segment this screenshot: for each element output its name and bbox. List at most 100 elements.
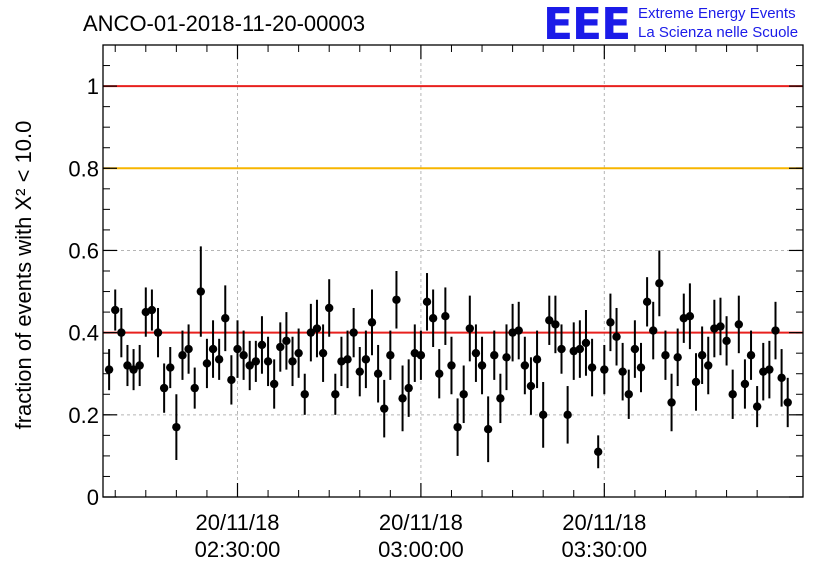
data-point	[416, 351, 426, 360]
data-point	[465, 324, 475, 333]
data-point	[117, 328, 126, 337]
data-point	[214, 355, 224, 364]
error-bars	[108, 246, 789, 469]
data-point	[190, 383, 199, 393]
chart-title: ANCO-01-2018-11-20-00003	[83, 11, 366, 36]
logo-subtitle-1: Extreme Energy Events	[638, 5, 796, 22]
y-tick-label: 1	[87, 74, 99, 99]
data-point	[184, 344, 193, 354]
data-point	[691, 377, 701, 387]
data-point	[221, 314, 230, 323]
y-tick-label: 0.6	[68, 238, 99, 263]
data-point	[239, 351, 248, 360]
y-tick-label: 0.8	[68, 156, 99, 181]
data-point	[716, 322, 725, 331]
data-point	[514, 326, 523, 335]
data-point	[288, 357, 297, 366]
data-point	[697, 351, 707, 360]
data-point	[557, 344, 566, 354]
data-point	[740, 379, 750, 389]
data-point	[447, 361, 456, 370]
grid-layer	[103, 45, 803, 497]
data-point	[233, 344, 242, 354]
axis-ticks	[103, 44, 803, 498]
data-point	[404, 383, 413, 393]
data-point	[453, 422, 462, 432]
data-point	[178, 351, 187, 360]
data-point	[428, 314, 438, 323]
data-point	[545, 316, 554, 325]
data-point	[269, 379, 279, 389]
data-point	[575, 344, 585, 354]
data-point	[661, 351, 670, 360]
data-point	[361, 355, 371, 364]
plot-frame	[102, 44, 804, 498]
data-point	[135, 361, 144, 370]
x-tick-label-date: 20/11/18	[379, 510, 463, 535]
data-point	[704, 361, 713, 370]
data-point	[123, 361, 132, 370]
data-point	[435, 369, 444, 378]
data-point	[349, 328, 358, 337]
eee-logo: EEE Extreme Energy Events La Scienza nel…	[543, 0, 833, 50]
data-point	[722, 336, 731, 346]
data-points	[104, 279, 792, 456]
data-point	[649, 326, 658, 335]
data-point	[367, 318, 377, 327]
data-point	[532, 355, 542, 364]
data-point	[373, 369, 383, 378]
data-point	[459, 390, 468, 399]
data-point	[685, 312, 695, 321]
data-point	[667, 398, 676, 407]
x-tick-label-time: 03:30:00	[561, 537, 647, 562]
data-point	[526, 381, 536, 391]
data-point	[483, 425, 493, 434]
data-point	[398, 394, 407, 403]
y-tick-label: 0	[87, 485, 99, 510]
y-tick-label: 0.2	[68, 403, 99, 428]
y-tick-label: 0.4	[68, 321, 99, 346]
data-point	[172, 422, 181, 432]
data-point	[612, 332, 621, 341]
x-tick-label-time: 03:00:00	[378, 537, 464, 562]
data-point	[563, 410, 572, 420]
data-point	[673, 353, 682, 362]
data-point	[227, 375, 236, 385]
data-point	[581, 338, 591, 348]
data-point	[245, 361, 254, 370]
data-point	[104, 365, 114, 374]
data-point	[502, 353, 511, 362]
data-point	[166, 363, 175, 372]
data-point	[655, 279, 664, 288]
data-point	[630, 344, 640, 354]
data-point	[624, 390, 633, 399]
data-point	[251, 357, 261, 366]
data-point	[771, 326, 780, 335]
data-point	[593, 447, 603, 456]
data-point	[477, 361, 487, 370]
data-point	[618, 367, 627, 376]
data-point	[392, 295, 401, 304]
data-point	[380, 404, 389, 413]
data-point	[159, 383, 169, 393]
data-point	[496, 394, 505, 403]
data-point	[276, 342, 285, 352]
data-point	[331, 390, 340, 399]
data-point	[600, 365, 609, 374]
data-point	[746, 351, 756, 360]
y-axis-label: fraction of events with X² < 10.0	[11, 121, 36, 430]
data-point	[196, 287, 206, 296]
logo-subtitle-2: La Scienza nelle Scuole	[638, 24, 799, 41]
data-point	[765, 365, 774, 374]
data-point	[422, 297, 432, 307]
data-point	[312, 324, 322, 333]
data-point	[734, 320, 744, 329]
data-point	[257, 340, 267, 350]
data-point	[343, 355, 352, 364]
data-point	[202, 359, 212, 368]
data-point	[441, 312, 450, 321]
data-point	[153, 328, 163, 337]
data-point	[777, 373, 786, 383]
data-point	[606, 318, 615, 327]
